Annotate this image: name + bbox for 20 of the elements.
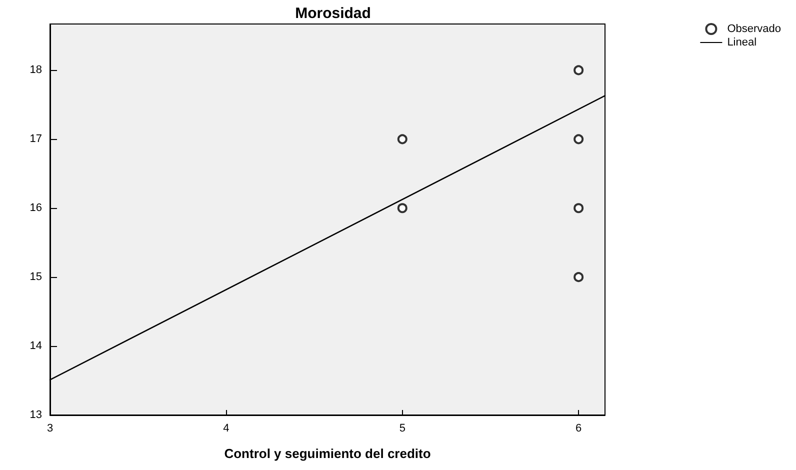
point	[574, 272, 584, 282]
point	[574, 203, 584, 214]
y-tick-label: 14	[30, 340, 42, 352]
y-tick-label: 15	[30, 271, 42, 284]
point	[574, 65, 584, 76]
point	[397, 134, 408, 144]
legend-label: Lineal	[727, 36, 757, 48]
y-tick-label: 13	[30, 409, 42, 421]
legend-label: Observado	[727, 23, 782, 35]
y-tick-label: 17	[30, 133, 42, 146]
y-tick-label: 16	[30, 202, 42, 214]
x-axis-title: Control y seguimiento del credito	[224, 446, 431, 461]
x-tick-label: 5	[399, 422, 406, 434]
y-tick-label: 18	[30, 64, 42, 76]
x-tick-label: 6	[576, 422, 582, 434]
x-tick-label: 3	[46, 422, 54, 434]
point	[574, 134, 584, 144]
chart-title: Morosidad	[295, 5, 371, 22]
point	[397, 203, 408, 214]
x-tick-label: 4	[223, 422, 230, 434]
